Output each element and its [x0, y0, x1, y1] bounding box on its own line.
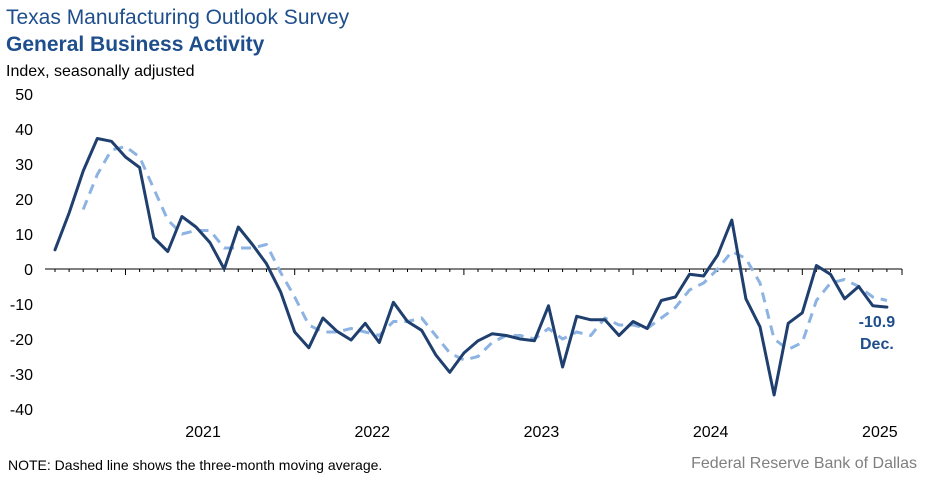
footnote: NOTE: Dashed line shows the three-month … [8, 457, 383, 473]
y-axis-ticks: 50 40 30 20 10 0 -10 -20 -30 -40 [10, 87, 33, 419]
last-period-label: Dec. [860, 336, 894, 353]
y-tick-label: 10 [15, 227, 33, 244]
chart-title: Texas Manufacturing Outlook Survey [6, 6, 350, 29]
x-tick-label: 2023 [524, 424, 560, 441]
x-tick-label: 2022 [354, 424, 390, 441]
moving-average-line [81, 145, 888, 362]
y-tick-label: -40 [10, 402, 33, 419]
series-layer [53, 137, 889, 397]
y-tick-label: -30 [10, 367, 33, 384]
y-tick-label: 20 [15, 192, 33, 209]
last-value-label: -10.9 [859, 314, 896, 331]
x-axis: 2021 2022 2023 2024 2025 [45, 268, 903, 441]
activity-index-line [53, 137, 889, 397]
y-tick-label: -10 [10, 297, 33, 314]
chart-subtitle: General Business Activity [6, 33, 265, 56]
x-tick-label: 2025 [862, 424, 898, 441]
y-axis-label: Index, seasonally adjusted [6, 63, 195, 80]
y-tick-label: 40 [15, 122, 33, 139]
x-tick-label: 2024 [693, 424, 729, 441]
y-tick-label: 50 [15, 87, 33, 104]
y-tick-label: 0 [24, 262, 33, 279]
y-tick-label: -20 [10, 332, 33, 349]
x-tick-label: 2021 [185, 424, 221, 441]
source-credit: Federal Reserve Bank of Dallas [691, 455, 917, 472]
y-tick-label: 30 [15, 157, 33, 174]
